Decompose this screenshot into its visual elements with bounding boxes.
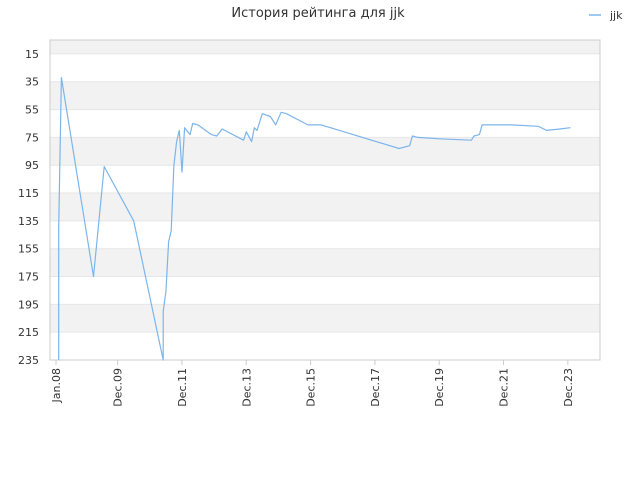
x-tick-label: Dec.17 (369, 368, 382, 407)
y-tick-label: 95 (25, 159, 39, 172)
plot-band (50, 81, 600, 110)
series-line-jjk (58, 76, 571, 361)
y-tick-label: 235 (18, 354, 39, 367)
x-tick-label: Dec.15 (305, 368, 318, 407)
y-axis-tick-labels: 15 35 55 75 95 115 135 155 175 195 215 235 (18, 48, 39, 367)
y-tick-label: 55 (25, 104, 39, 117)
y-tick-label: 115 (18, 187, 39, 200)
plot-band (50, 137, 600, 166)
x-tick-label: Dec.09 (112, 368, 125, 407)
plot-bands (50, 40, 600, 333)
y-tick-label: 175 (18, 271, 39, 284)
series-lines (58, 76, 571, 361)
plot-frame (49, 39, 601, 361)
x-tick-label: Dec.21 (498, 368, 511, 407)
plot-band (50, 193, 600, 221)
y-tick-label: 135 (18, 215, 39, 228)
y-tick-label: 215 (18, 326, 39, 339)
plot-band (50, 304, 600, 333)
y-tick-label: 75 (25, 131, 39, 144)
legend[interactable]: jjk (589, 9, 623, 22)
legend-label-jjk: jjk (609, 9, 623, 22)
x-tick-label: Dec.23 (562, 368, 575, 407)
x-tick-label: Dec.19 (433, 368, 446, 407)
plot-band (50, 40, 600, 54)
x-tick-label: Dec.11 (176, 368, 189, 407)
y-tick-label: 15 (25, 48, 39, 61)
y-tick-label: 155 (18, 243, 39, 256)
x-tick-label: Dec.13 (240, 368, 253, 407)
plot-band (50, 248, 600, 277)
x-tick-label: Jan.08 (50, 368, 63, 403)
y-tick-label: 195 (18, 298, 39, 311)
y-tick-label: 35 (25, 76, 39, 89)
chart-title: История рейтинга для jjk (231, 6, 405, 21)
x-axis-tick-labels: Jan.08 Dec.09 Dec.11 Dec.13 Dec.15 Dec.17 Dec.… (50, 360, 575, 407)
